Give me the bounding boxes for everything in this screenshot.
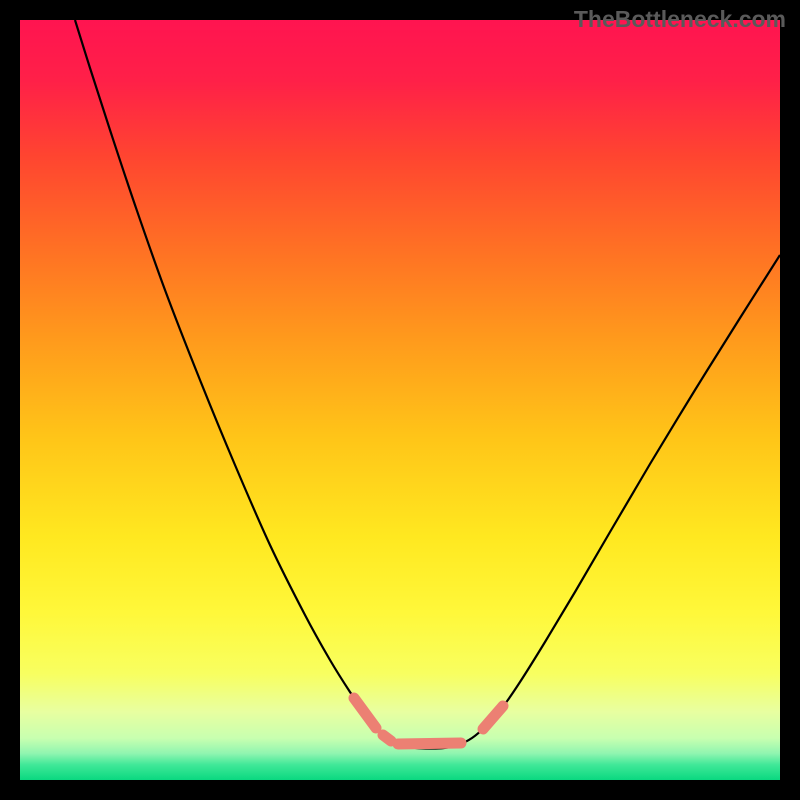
- highlight-segment: [398, 743, 461, 744]
- highlight-segment: [383, 735, 391, 741]
- plot-background: [20, 20, 780, 780]
- watermark-label: TheBottleneck.com: [574, 6, 786, 33]
- chart-container: [0, 0, 800, 800]
- chart-svg: [0, 0, 800, 800]
